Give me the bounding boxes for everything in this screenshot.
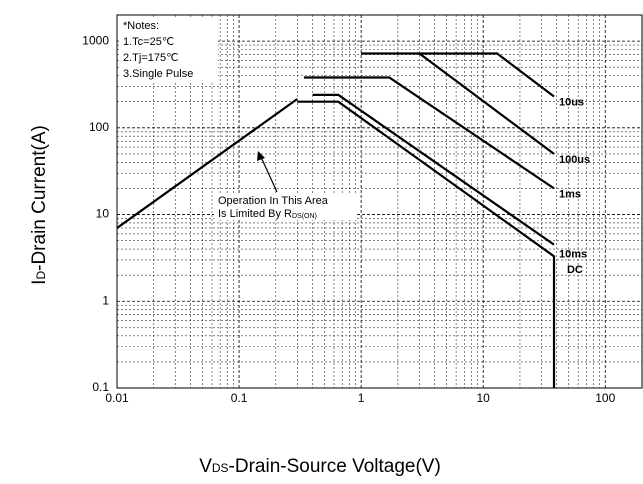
lines xyxy=(116,52,556,388)
y-tick-label: 10 xyxy=(96,207,110,221)
note: 3.Single Pulse xyxy=(123,68,193,80)
series-line xyxy=(418,52,555,155)
plot-frame xyxy=(116,14,643,389)
x-tick-label: 0.1 xyxy=(231,391,248,405)
x-tick-label: 10 xyxy=(477,391,491,405)
y-axis-label: I xyxy=(29,280,50,285)
series-line xyxy=(297,100,556,388)
series-label: 100us xyxy=(559,154,590,166)
series-label: 10ms xyxy=(559,249,587,261)
y-axis-label: -Drain Current(A) xyxy=(29,125,50,271)
series-label: 1ms xyxy=(559,188,581,200)
rds-limit-line xyxy=(116,98,298,229)
x-tick-label: 100 xyxy=(595,391,615,405)
y-axis-label: ID-Drain Current(A) xyxy=(29,125,50,285)
y-axis-label-sub: D xyxy=(34,271,48,280)
y-tick-label: 1 xyxy=(102,293,109,307)
x-axis-label: VDS-Drain-Source Voltage(V) xyxy=(199,456,441,477)
notes-box: *Notes: 1.Tc=25℃ 2.Tj=175℃ 3.Single Puls… xyxy=(119,17,218,81)
notes-bg xyxy=(119,17,218,81)
series-line xyxy=(312,93,555,246)
y-tick-label: 1000 xyxy=(82,33,109,47)
x-axis-label-sub: DS xyxy=(212,461,229,475)
annotation: Operation In This Area Is Limited By RDS… xyxy=(214,151,356,220)
y-tick-label: 100 xyxy=(89,120,109,134)
annotation-arrow xyxy=(260,156,278,193)
series-line xyxy=(303,76,555,190)
arrowhead xyxy=(257,151,265,161)
series-line xyxy=(361,52,555,98)
series-label: DC xyxy=(567,264,583,276)
annotation-text: Is Limited By RDS(ON) xyxy=(218,208,317,220)
annotation-text: Is Limited By R xyxy=(218,208,292,220)
annotation-sub: DS(ON) xyxy=(292,213,317,220)
x-axis-label: V xyxy=(199,456,212,477)
note: 2.Tj=175℃ xyxy=(123,52,178,64)
annotation-bg xyxy=(214,194,356,220)
note: 1.Tc=25℃ xyxy=(123,36,174,48)
annotation-text: Operation In This Area xyxy=(218,195,329,207)
x-axis-label: -Drain-Source Voltage(V) xyxy=(229,456,441,477)
note: *Notes: xyxy=(123,20,159,32)
x-tick-label: 1 xyxy=(358,391,365,405)
y-tick-label: 0.1 xyxy=(92,380,109,394)
series-label: 10us xyxy=(559,96,584,108)
x-tick-label: 0.01 xyxy=(105,391,129,405)
